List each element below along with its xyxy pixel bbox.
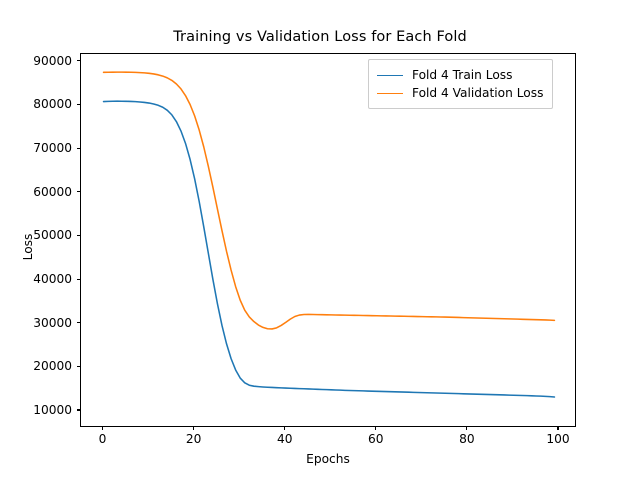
y-tick-mark <box>76 234 80 236</box>
x-tick-label: 80 <box>459 432 475 446</box>
legend-swatch-validation <box>377 92 403 94</box>
line-chart-svg <box>102 71 556 398</box>
legend-label-train: Fold 4 Train Loss <box>412 68 513 82</box>
y-tick-mark <box>76 147 80 149</box>
series-line-validation <box>102 71 556 330</box>
y-tick-label: 90000 <box>33 53 72 68</box>
chart-legend: Fold 4 Train Loss Fold 4 Validation Loss <box>368 59 554 109</box>
legend-item-validation: Fold 4 Validation Loss <box>377 84 543 102</box>
legend-swatch-train <box>377 74 403 76</box>
x-tick-label: 40 <box>276 432 293 446</box>
legend-label-validation: Fold 4 Validation Loss <box>412 86 544 100</box>
y-tick-label: 30000 <box>33 315 72 330</box>
y-tick-label: 20000 <box>33 359 72 374</box>
legend-item-train: Fold 4 Train Loss <box>377 66 543 84</box>
y-tick-label: 40000 <box>33 272 72 287</box>
y-tick-mark <box>76 322 80 324</box>
chart-title: Training vs Validation Loss for Each Fol… <box>173 29 467 45</box>
y-tick-mark <box>76 409 80 411</box>
x-tick-label: 60 <box>368 432 384 446</box>
x-tick-mark <box>375 426 377 430</box>
x-tick-label: 0 <box>98 432 107 446</box>
y-tick-label: 10000 <box>33 402 72 417</box>
plot-area <box>80 53 576 427</box>
y-tick-label: 60000 <box>33 184 72 199</box>
x-tick-mark <box>557 426 559 430</box>
x-tick-mark <box>193 426 195 430</box>
series-line-train <box>102 100 556 398</box>
y-tick-mark <box>76 278 80 280</box>
y-tick-mark <box>76 103 80 106</box>
x-tick-label: 20 <box>185 432 202 446</box>
x-axis-label: Epochs <box>306 452 350 466</box>
y-tick-label: 80000 <box>33 97 72 112</box>
y-tick-label: 70000 <box>33 141 72 156</box>
x-tick-mark <box>284 426 286 430</box>
y-tick-mark <box>76 365 80 367</box>
x-tick-label: 100 <box>546 432 570 446</box>
x-tick-mark <box>101 426 104 430</box>
y-tick-mark <box>76 60 80 62</box>
y-tick-mark <box>76 191 80 193</box>
x-tick-mark <box>466 426 468 430</box>
y-tick-label: 50000 <box>33 228 72 243</box>
